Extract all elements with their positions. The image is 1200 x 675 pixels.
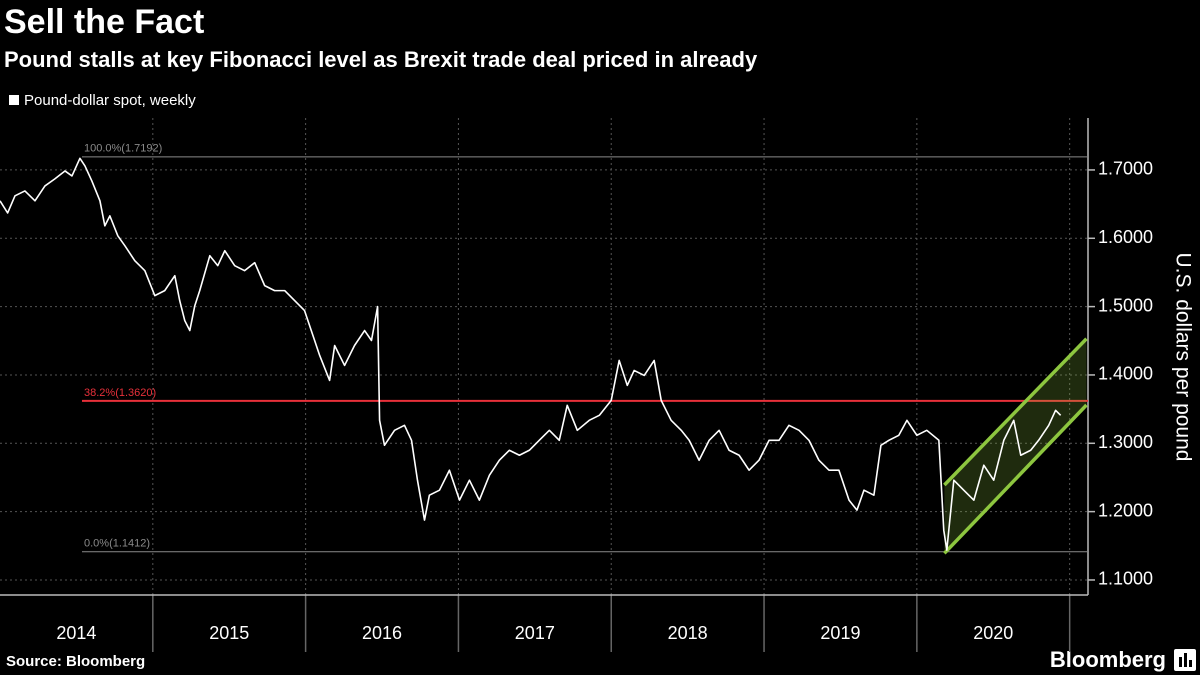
y-tick-label: 1.5000 [1098, 295, 1153, 315]
x-tick-label: 2014 [56, 623, 96, 643]
fib-label: 0.0%(1.1412) [84, 538, 150, 550]
brand: Bloomberg [1050, 647, 1166, 672]
y-tick-label: 1.1000 [1098, 569, 1153, 589]
y-tick-label: 1.6000 [1098, 227, 1153, 247]
y-tick-label: 1.7000 [1098, 159, 1153, 179]
chart-title: Sell the Fact [4, 3, 204, 41]
y-axis-title: U.S. dollars per pound [1171, 253, 1194, 462]
legend-label: Pound-dollar spot, weekly [24, 92, 196, 109]
x-tick-label: 2015 [209, 623, 249, 643]
legend-swatch [9, 95, 19, 105]
x-tick-label: 2017 [515, 623, 555, 643]
channel-upper [943, 337, 1088, 487]
price-line [0, 157, 1062, 551]
source: Source: Bloomberg [6, 653, 145, 670]
y-tick-label: 1.2000 [1098, 500, 1153, 520]
x-tick-label: 2020 [973, 623, 1013, 643]
x-tick-label: 2019 [820, 623, 860, 643]
brand-icon [1174, 649, 1196, 671]
chart-subtitle: Pound stalls at key Fibonacci level as B… [4, 47, 758, 72]
fib-label: 100.0%(1.7192) [84, 143, 162, 155]
x-tick-label: 2016 [362, 623, 402, 643]
y-tick-label: 1.3000 [1098, 432, 1153, 452]
trend-channel [944, 338, 1087, 554]
channel-lower [943, 403, 1088, 555]
fib-label: 38.2%(1.3620) [84, 387, 156, 399]
y-tick-label: 1.4000 [1098, 364, 1153, 384]
x-tick-label: 2018 [668, 623, 708, 643]
